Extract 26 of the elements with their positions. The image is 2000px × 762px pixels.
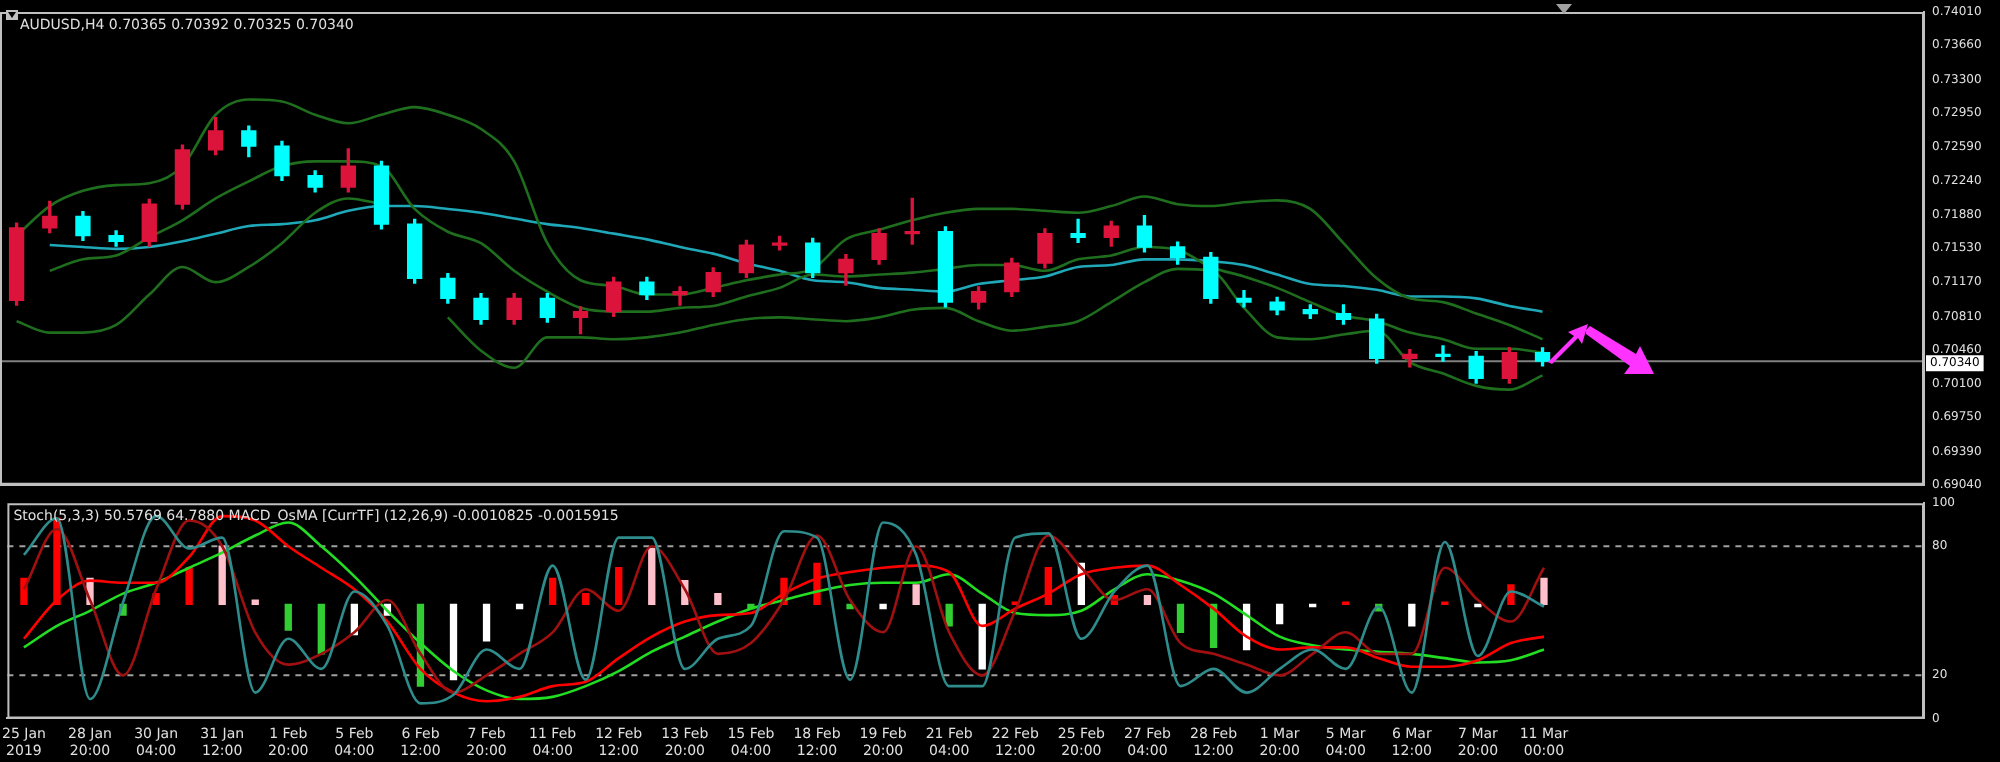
line-series [48,204,1544,313]
bar [879,603,887,610]
bar [1408,603,1416,627]
bar [449,603,458,681]
bar [813,562,821,605]
bar [582,592,590,605]
bar [1143,595,1152,605]
candlestick [672,286,688,306]
bar [482,603,491,642]
bar [615,567,623,605]
bar [284,603,292,631]
bar [1176,603,1185,633]
bar [714,592,722,605]
bar [1275,603,1284,625]
bar [648,547,656,605]
bar [548,577,557,605]
bar [978,603,986,670]
candlestick [1236,290,1252,308]
bar [185,567,193,605]
candlestick [1435,345,1451,362]
bar [317,603,325,655]
bar [945,603,953,627]
candlestick [1070,218,1086,243]
bar [912,584,920,605]
bar [251,599,259,605]
bar [1540,577,1548,605]
